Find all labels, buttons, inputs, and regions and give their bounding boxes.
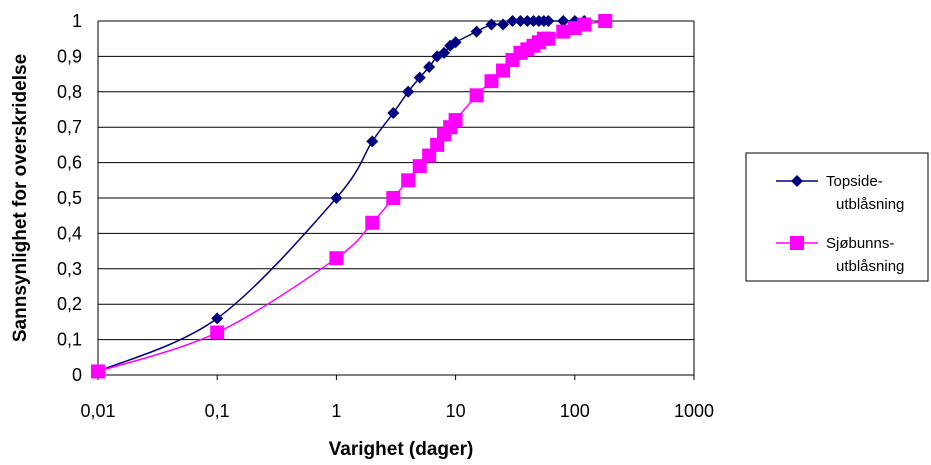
x-axis-title: Varighet (dager) [329,439,474,460]
x-tick-label: 0,1 [205,401,230,421]
series-line-sjobunn [97,20,606,373]
legend-marker-sjobunn [790,236,804,250]
data-point-topside [387,107,400,120]
data-point-topside [402,85,415,98]
x-tick-label: 0,01 [80,401,115,421]
data-point-sjobunn [430,137,445,152]
data-point-topside [330,192,343,204]
y-axis-title: Sannsynlighet for overskridelse [10,54,31,342]
legend-box [745,152,929,282]
y-tick-label: 0 [72,365,82,385]
series-group [91,14,613,379]
data-point-topside [514,15,527,27]
data-point-sjobunn [598,14,613,28]
data-point-topside [557,15,570,27]
data-point-sjobunn [484,74,499,89]
data-point-sjobunn [448,113,463,128]
y-tick-label: 0,4 [57,223,82,243]
data-point-sjobunn [401,173,416,188]
legend: Topside-utblåsning Sjøbunns-utblåsning [745,152,929,282]
legend-marker-topside [791,175,803,187]
legend-label-sjobunn: Sjøbunns- [826,235,894,252]
series-sjobunn [91,14,613,379]
x-tick-label: 100 [560,401,590,421]
data-point-sjobunn [556,24,571,39]
data-point-sjobunn [210,325,225,340]
legend-label-topside: Topside- [826,173,883,190]
data-point-sjobunn [496,63,511,78]
data-point-sjobunn [329,251,344,266]
y-tick-label: 0,8 [57,82,82,102]
data-point-topside [423,61,436,74]
data-point-topside [542,15,555,27]
data-point-topside [413,71,426,84]
data-point-sjobunn [91,364,105,379]
y-tick-label: 0,2 [57,294,82,314]
y-tick-labels: 0 0,1 0,2 0,3 0,4 0,5 0,6 0,7 0,8 0,9 1 [57,11,82,385]
x-tick-label: 10 [446,401,466,421]
data-point-sjobunn [541,31,556,46]
data-point-topside [438,46,451,59]
y-tick-label: 0,3 [57,259,82,279]
data-point-topside [366,135,379,148]
data-point-topside [211,312,224,325]
y-tick-label: 1 [72,11,82,31]
data-point-topside [470,25,483,38]
data-point-topside [521,15,534,27]
data-point-topside [485,18,498,31]
x-tick-label: 1 [331,401,341,421]
data-point-topside [497,18,510,31]
data-point-sjobunn [469,88,484,103]
data-point-topside [449,36,462,49]
data-point-sjobunn [412,159,427,174]
data-point-sjobunn [422,148,437,163]
y-tick-label: 0,6 [57,153,82,173]
legend-label-topside: utblåsning [836,196,904,213]
series-line-topside [97,19,585,373]
y-tick-label: 0,9 [57,46,82,66]
y-tick-label: 0,7 [57,117,82,137]
y-tick-label: 0,5 [57,188,82,208]
data-point-sjobunn [386,191,401,205]
data-point-sjobunn [577,17,592,32]
series-topside [92,15,591,378]
data-point-sjobunn [365,215,380,230]
x-tick-label: 1000 [674,401,714,421]
x-tick-labels: 0,01 0,1 1 10 100 1000 [80,401,714,421]
data-point-topside [506,15,519,27]
y-tick-label: 0,1 [57,330,82,350]
legend-label-sjobunn: utblåsning [836,258,904,275]
